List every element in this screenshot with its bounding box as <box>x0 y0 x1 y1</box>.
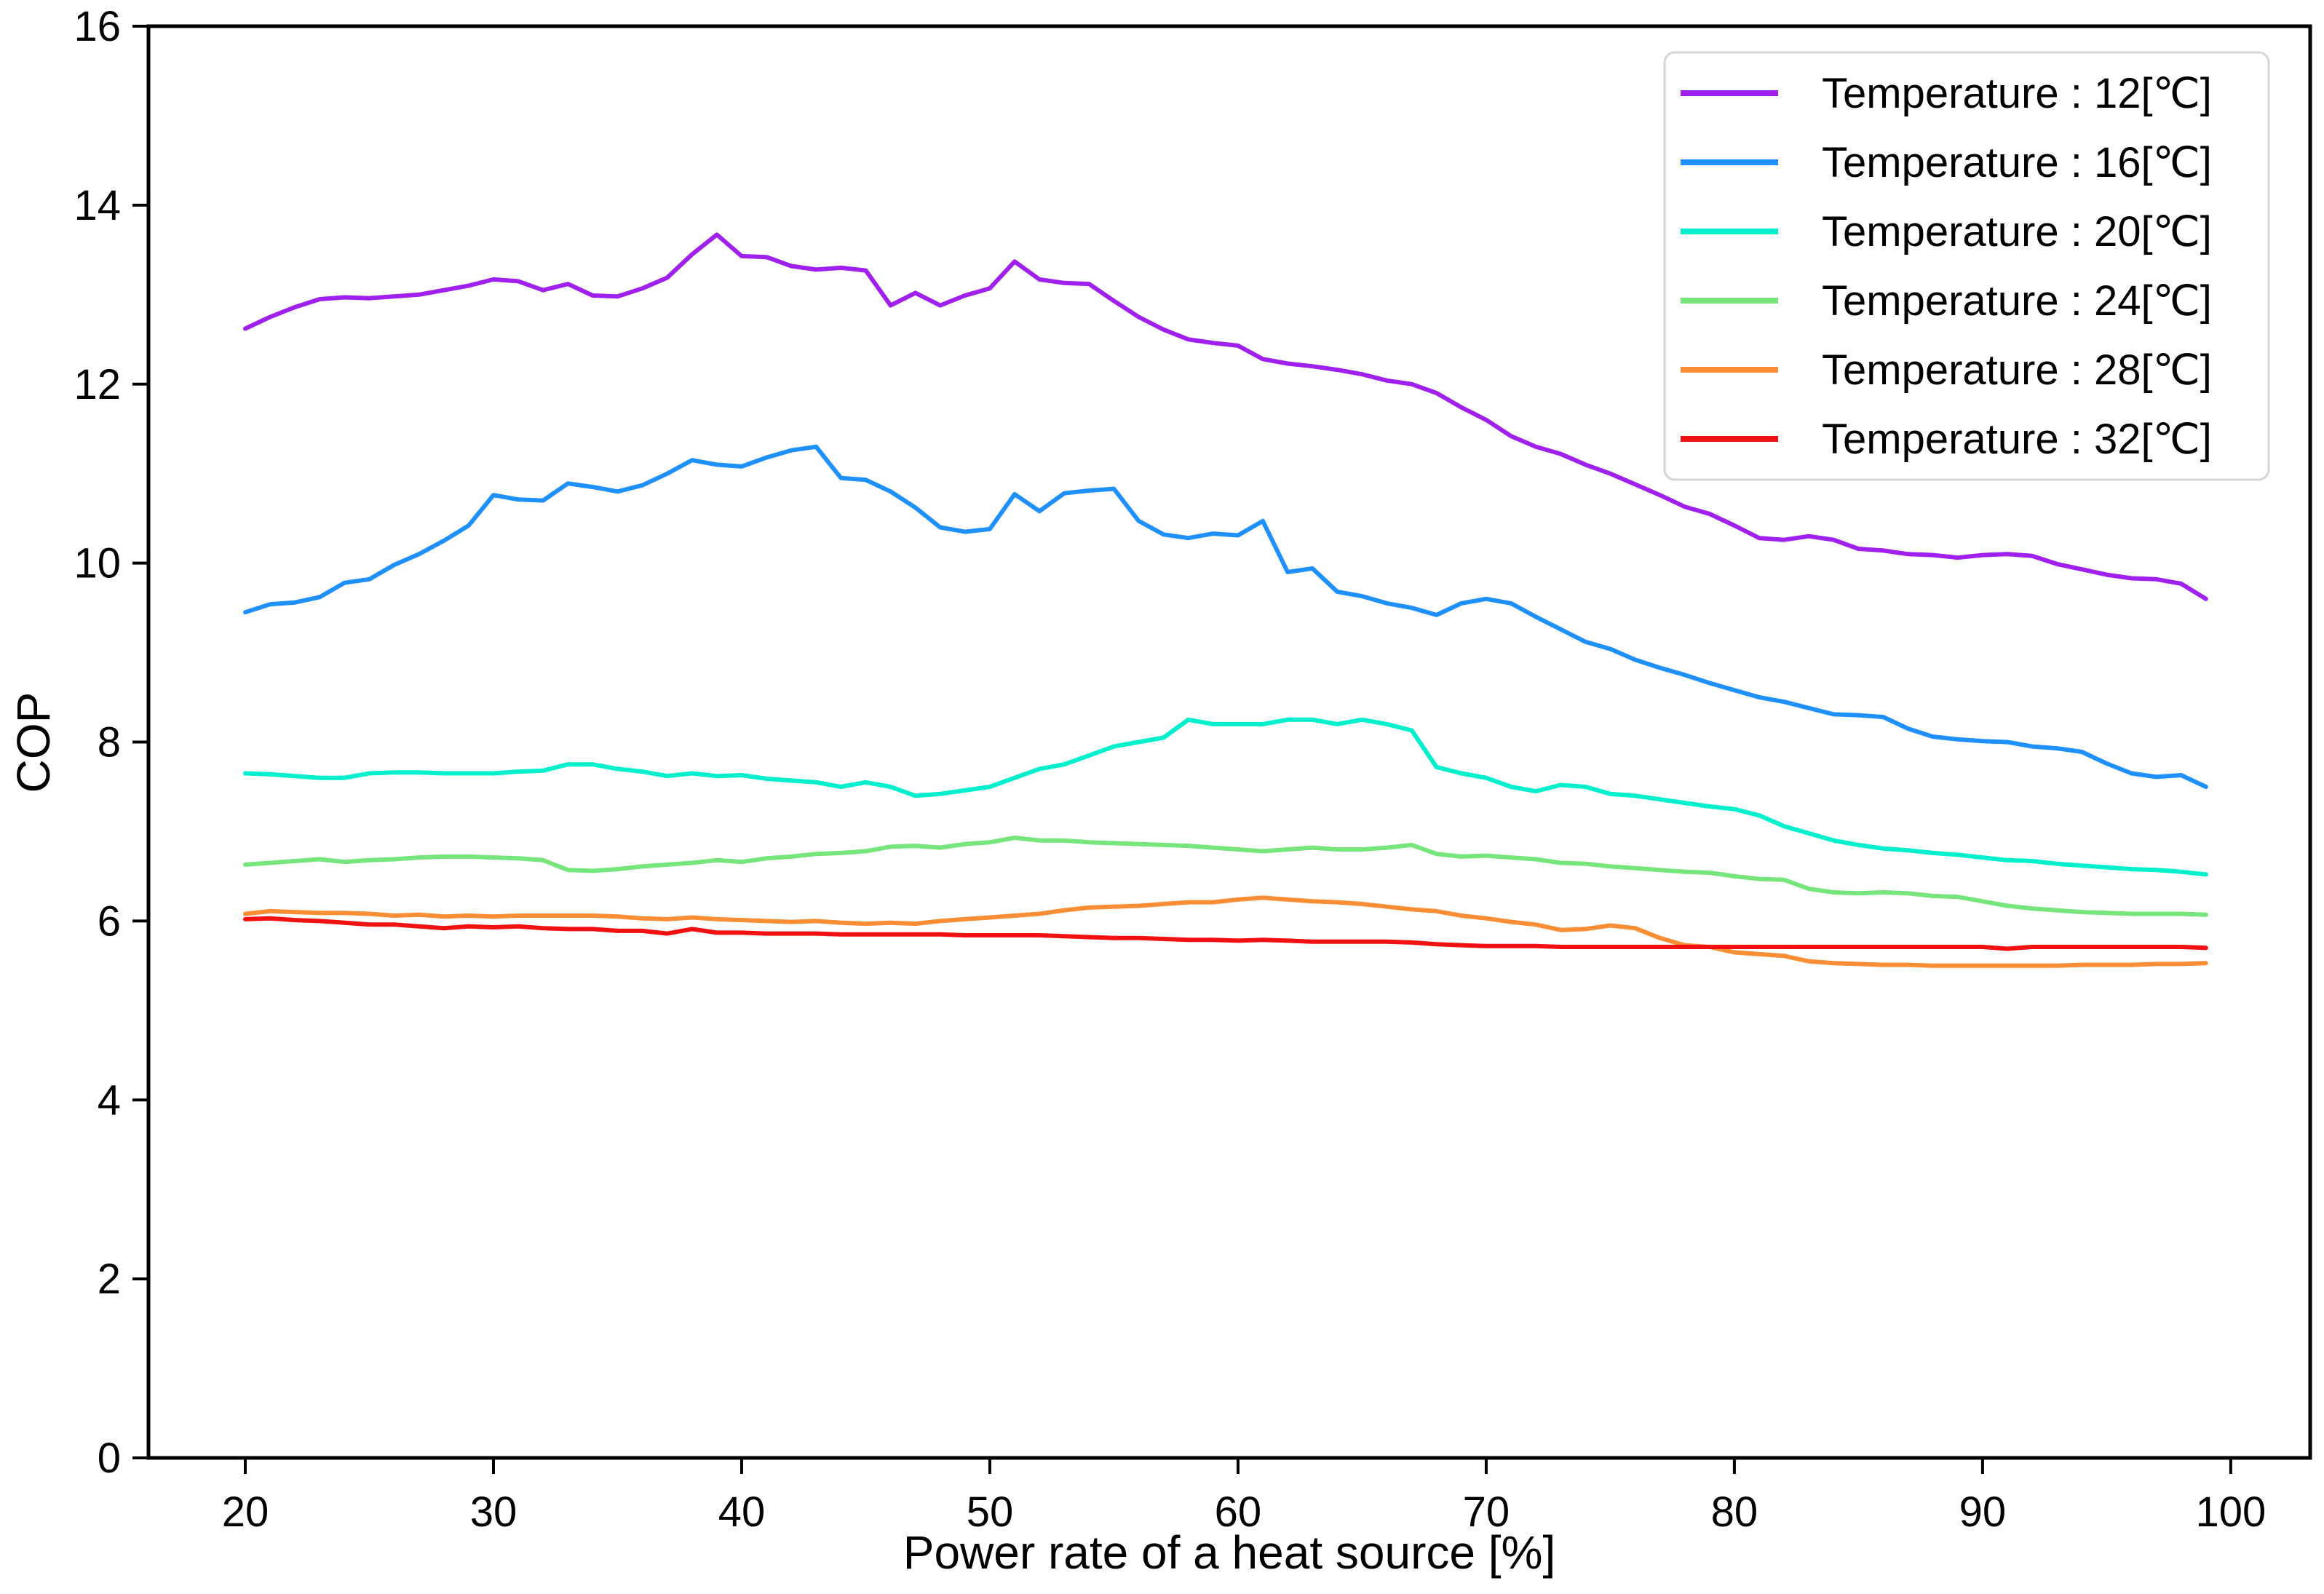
series-lines <box>243 232 2208 968</box>
legend-item: Temperature : 20[℃] <box>1681 208 2212 255</box>
legend-item: Temperature : 16[℃] <box>1681 139 2212 186</box>
series-line-24c <box>243 836 2208 917</box>
legend-label: Temperature : 20[℃] <box>1822 208 2212 255</box>
series-line-20c <box>243 717 2208 877</box>
y-tick-label: 10 <box>74 540 121 587</box>
y-tick-label: 12 <box>74 361 121 408</box>
legend-item: Temperature : 32[℃] <box>1681 416 2212 463</box>
y-tick-label: 14 <box>74 182 121 229</box>
x-tick-label: 70 <box>1463 1488 1510 1536</box>
x-axis-label: Power rate of a heat source [%] <box>903 1526 1555 1579</box>
legend-label: Temperature : 16[℃] <box>1822 139 2212 186</box>
y-tick-label: 6 <box>98 897 121 945</box>
legend-label: Temperature : 24[℃] <box>1822 277 2212 325</box>
legend: Temperature : 12[℃] Temperature : 16[℃] Te… <box>1663 51 2270 481</box>
series-line-28c <box>243 895 2208 968</box>
legend-item: Temperature : 12[℃] <box>1681 70 2212 117</box>
legend-item: Temperature : 24[℃] <box>1681 277 2212 325</box>
legend-item: Temperature : 28[℃] <box>1681 346 2212 394</box>
legend-label: Temperature : 28[℃] <box>1822 346 2212 394</box>
x-tick-label: 80 <box>1711 1488 1758 1536</box>
legend-label: Temperature : 32[℃] <box>1822 416 2212 463</box>
x-tick-label: 20 <box>222 1488 269 1536</box>
series-line-32c <box>243 916 2208 951</box>
y-tick-label: 16 <box>74 3 121 50</box>
x-tick-label: 30 <box>470 1488 517 1536</box>
series-line-16c <box>243 444 2208 789</box>
x-tick-label: 40 <box>718 1488 766 1536</box>
y-tick-label: 8 <box>98 719 121 766</box>
x-tick-label: 100 <box>2195 1488 2266 1536</box>
y-tick-label: 0 <box>98 1435 121 1482</box>
y-axis-label: COP <box>7 692 60 793</box>
legend-box <box>1663 51 2270 481</box>
y-tick-label: 4 <box>98 1076 121 1124</box>
y-axis-ticks: 0 2 4 6 8 10 12 14 16 <box>74 3 148 1482</box>
plot-border <box>146 24 2312 1460</box>
x-tick-label: 90 <box>1959 1488 2007 1536</box>
plot-area: 0 2 4 6 8 10 12 14 16 20 30 40 50 60 70 80 90 100 <box>74 3 2312 1536</box>
x-axis-ticks: 20 30 40 50 60 70 80 90 100 <box>222 1458 2266 1536</box>
legend-items: Temperature : 12[℃] Temperature : 16[℃] Te… <box>1681 70 2212 463</box>
x-tick-label: 50 <box>967 1488 1014 1536</box>
y-tick-label: 2 <box>98 1256 121 1303</box>
series-line-12c <box>243 232 2208 601</box>
legend-label: Temperature : 12[℃] <box>1822 70 2212 117</box>
x-tick-label: 60 <box>1215 1488 1262 1536</box>
